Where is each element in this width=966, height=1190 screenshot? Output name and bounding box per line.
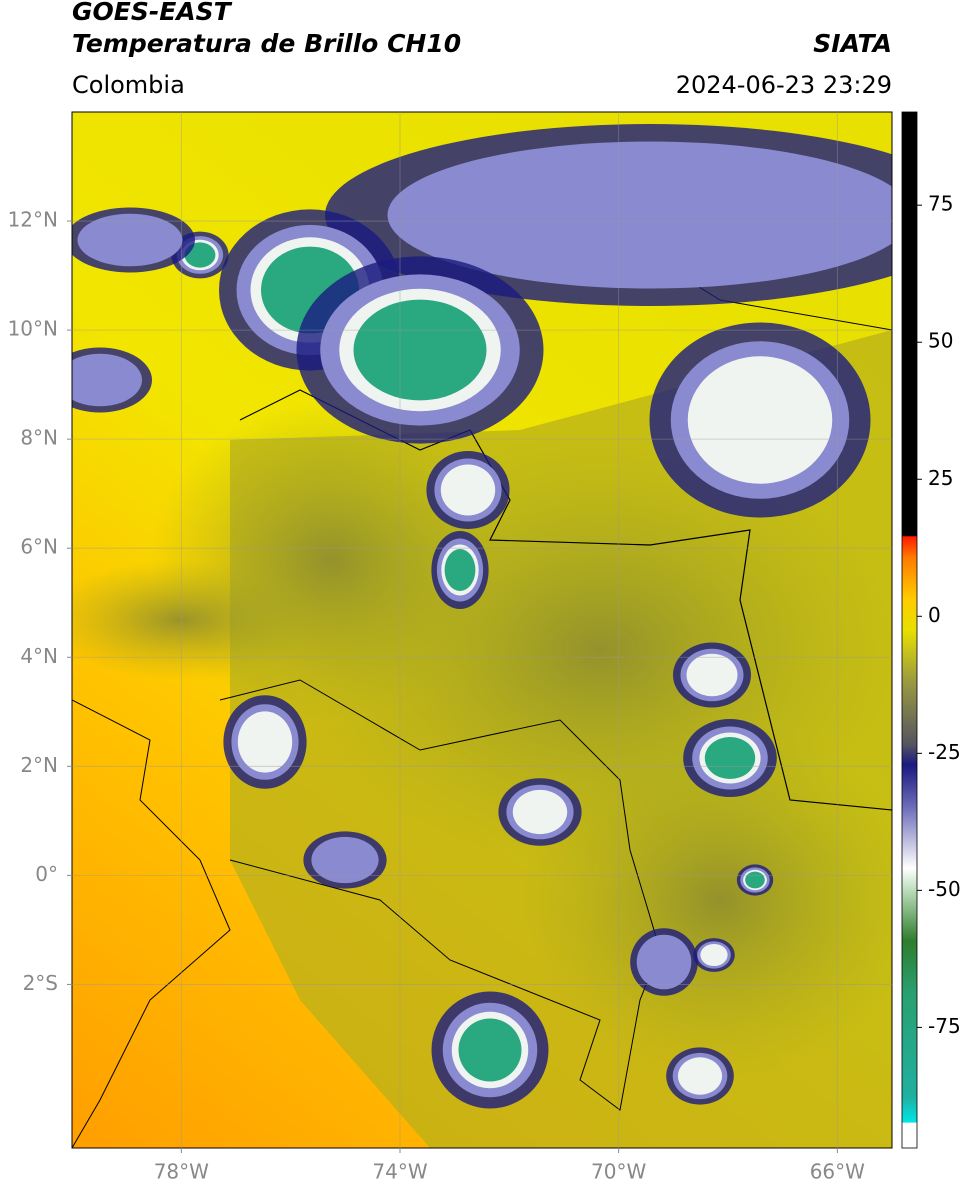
cloud-top [700, 943, 728, 967]
y-tick-label: 2°S [23, 971, 58, 995]
y-tick-label: 10°N [8, 317, 58, 341]
colorbar-tick-label: -50 [928, 877, 961, 901]
cloud-top [440, 464, 496, 516]
colorbar [901, 111, 918, 1149]
x-tick-label: 70°W [591, 1160, 646, 1184]
subtitle: Temperatura de Brillo CH10 [72, 29, 461, 58]
y-tick-label: 4°N [20, 644, 58, 668]
source: SIATA [813, 29, 892, 58]
datetime: 2024-06-23 23:29 [676, 71, 892, 99]
cloud-top [686, 653, 738, 697]
colorbar-tick-label: -25 [928, 740, 961, 764]
cloud-top [687, 356, 833, 484]
x-tick-label: 78°W [154, 1160, 209, 1184]
cloud [387, 141, 892, 289]
cloud-core [745, 871, 765, 889]
cloud-core [353, 299, 487, 401]
colorbar-tick-label: -75 [928, 1014, 961, 1038]
y-tick-label: 12°N [8, 208, 58, 232]
y-tick-label: 0° [35, 862, 58, 886]
colorbar-tick-label: 75 [928, 192, 953, 216]
y-tick-label: 6°N [20, 535, 58, 559]
land-tone [520, 720, 892, 1080]
cloud-core [444, 549, 476, 591]
title: GOES-EAST [72, 0, 233, 26]
cloud [636, 934, 692, 990]
colorbar-tick-label: 50 [928, 329, 953, 353]
cloud [72, 353, 142, 407]
colorbar-tick-label: 0 [928, 603, 941, 627]
cloud [311, 836, 379, 884]
cloud-top [677, 1057, 723, 1095]
cloud-top [512, 789, 568, 835]
cloud [77, 213, 183, 267]
x-tick-label: 74°W [372, 1160, 427, 1184]
x-tick-label: 66°W [810, 1160, 865, 1184]
land-tone [72, 560, 320, 680]
colorbar-tick-label: 25 [928, 466, 953, 490]
coastline [72, 699, 231, 1148]
y-tick-label: 2°N [20, 753, 58, 777]
y-tick-label: 8°N [20, 426, 58, 450]
cloud-core [704, 737, 756, 779]
cloud-top [237, 711, 293, 773]
map-frame [71, 111, 893, 1149]
cloud-core [458, 1018, 522, 1082]
map-image [72, 112, 892, 1148]
region: Colombia [72, 71, 185, 99]
